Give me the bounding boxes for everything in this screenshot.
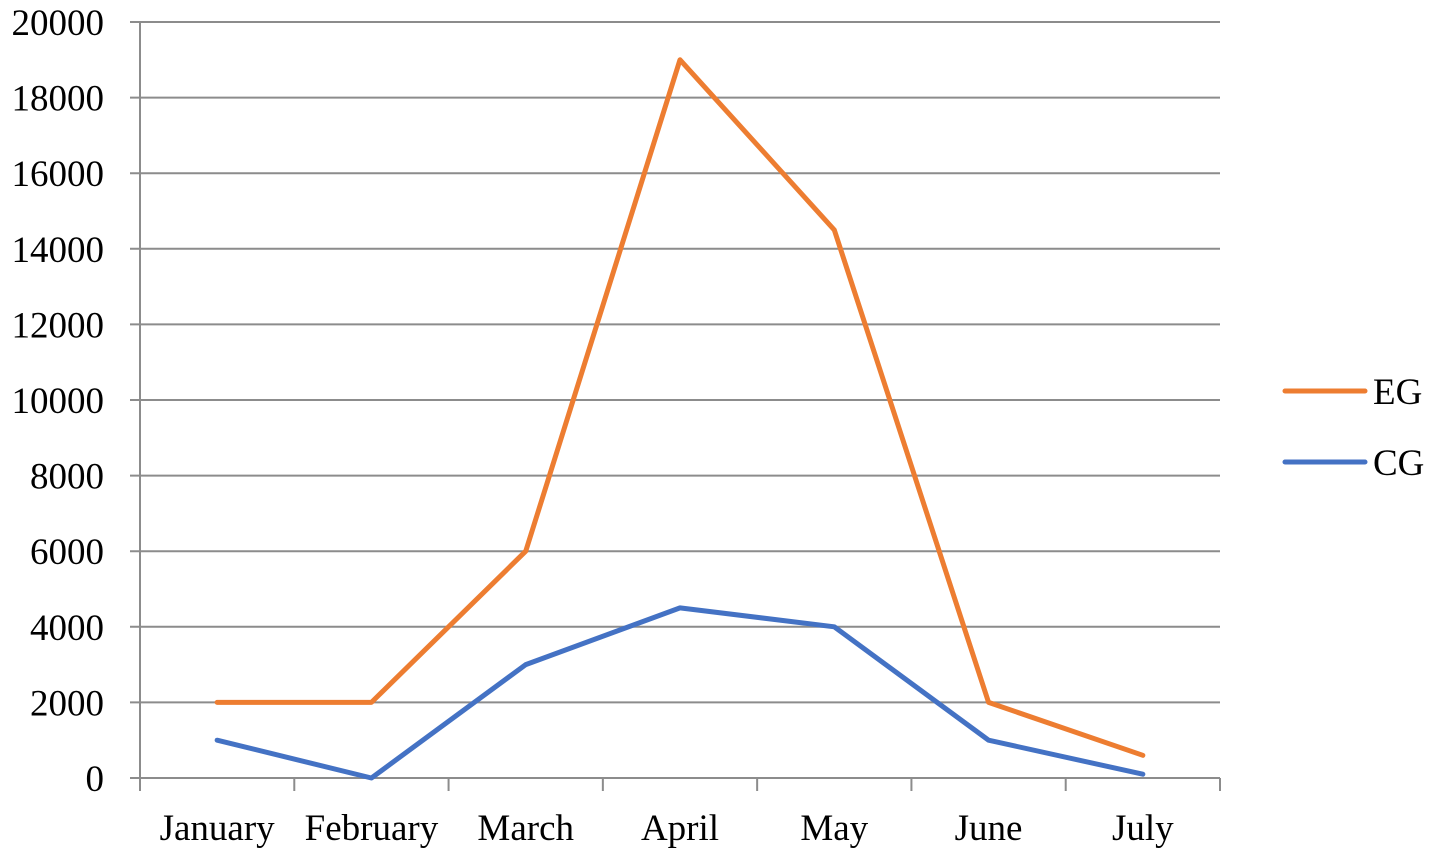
series-line-cg: [214, 605, 1146, 781]
y-tick-label: 14000: [12, 230, 105, 271]
x-tick-label: May: [800, 808, 868, 849]
gridlines: [130, 21, 1220, 779]
legend-label-cg: CG: [1373, 443, 1424, 484]
x-tick-label: January: [160, 808, 276, 849]
x-tick-label: February: [305, 808, 439, 849]
y-tick-label: 2000: [30, 683, 104, 724]
legend: EG CG: [1282, 372, 1424, 484]
legend-label-eg: EG: [1373, 372, 1422, 413]
y-tick-label: 12000: [12, 305, 105, 346]
x-tick-label: March: [477, 808, 574, 849]
y-tick-label: 16000: [12, 154, 105, 195]
y-tick-label: 4000: [30, 608, 104, 649]
x-tick-label: July: [1112, 808, 1174, 849]
x-tick-label: June: [955, 808, 1023, 849]
y-tick-label: 6000: [30, 532, 104, 573]
series-line-eg: [214, 57, 1146, 758]
y-axis: 0 2000 4000 6000 8000 10000 12000 14000 16000 180…: [12, 3, 141, 800]
y-tick-label: 0: [86, 759, 105, 800]
y-tick-label: 8000: [30, 457, 104, 498]
y-tick-label: 18000: [12, 79, 105, 120]
x-tick-label: April: [641, 808, 719, 849]
y-tick-label: 20000: [12, 3, 105, 44]
series-lines: [214, 57, 1146, 781]
y-tick-label: 10000: [12, 381, 105, 422]
x-axis: January February March April May June July: [139, 777, 1221, 849]
